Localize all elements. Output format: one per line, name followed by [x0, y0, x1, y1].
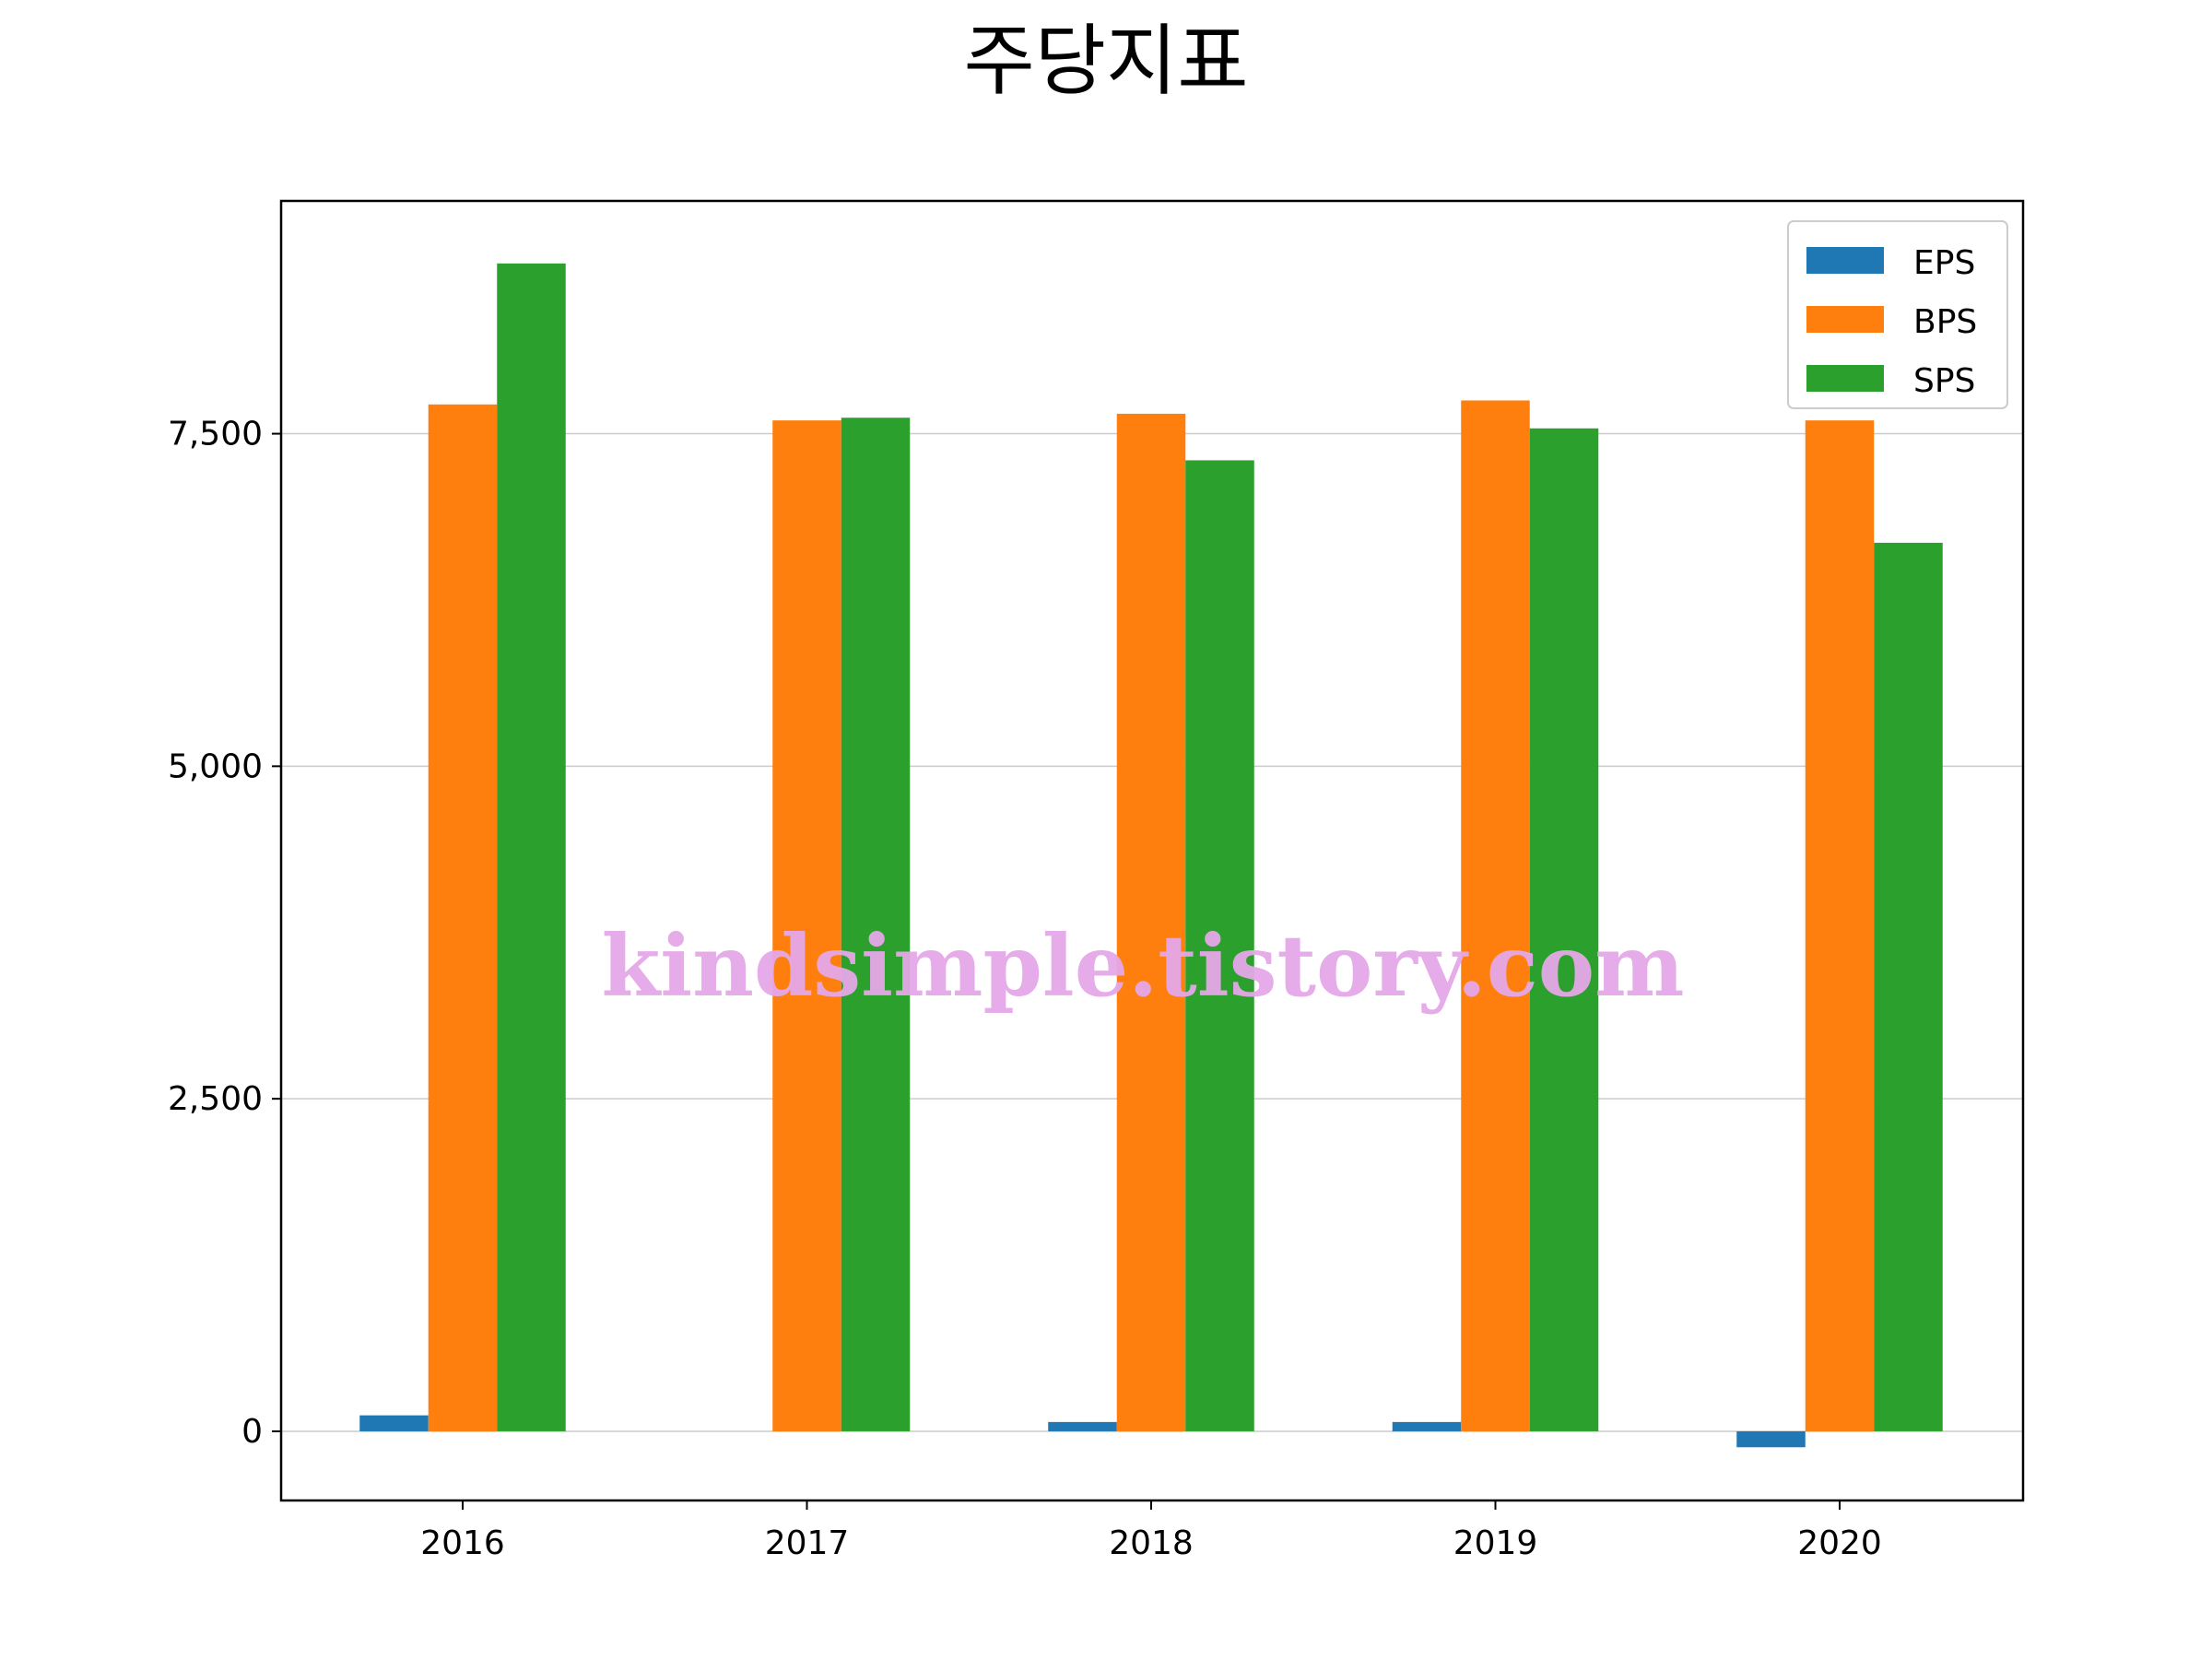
y-tick-label-5,000: 5,000 — [168, 747, 263, 785]
legend-label-BPS: BPS — [1913, 303, 1977, 341]
bar-SPS-2018 — [1185, 460, 1254, 1431]
legend-swatch-SPS — [1806, 365, 1884, 392]
legend-swatch-EPS — [1806, 247, 1884, 274]
y-tick-label-0: 0 — [241, 1413, 263, 1451]
y-tick-label-7,500: 7,500 — [168, 416, 263, 453]
x-tick-label-2016: 2016 — [420, 1524, 505, 1562]
bar-BPS-2019 — [1461, 400, 1530, 1431]
bar-SPS-2016 — [497, 263, 566, 1431]
y-tick-label-2,500: 2,500 — [168, 1080, 263, 1118]
watermark: kindsimple.tistory.com — [601, 916, 1684, 1016]
legend: EPS BPS SPS — [1787, 220, 2008, 409]
axes-layer: 0 2,500 5,000 7,500 2016 2017 2018 2019 2020 — [168, 199, 2025, 1562]
chart-title: 주당지표 — [963, 16, 1248, 106]
bar-EPS-2018 — [1048, 1421, 1117, 1431]
bar-BPS-2016 — [428, 404, 498, 1431]
bar-BPS-2017 — [772, 420, 841, 1431]
bar-SPS-2019 — [1529, 428, 1599, 1431]
x-tick-label-2019: 2019 — [1453, 1524, 1538, 1562]
bars-layer — [359, 263, 1943, 1448]
legend-swatch-BPS — [1806, 306, 1884, 333]
bar-BPS-2020 — [1805, 420, 1875, 1431]
bar-BPS-2018 — [1116, 413, 1186, 1431]
bar-EPS-2019 — [1392, 1421, 1462, 1431]
bar-EPS-2020 — [1736, 1430, 1806, 1448]
legend-label-SPS: SPS — [1913, 362, 1975, 400]
bar-SPS-2020 — [1874, 542, 1943, 1431]
bar-SPS-2017 — [841, 418, 911, 1431]
x-tick-label-2018: 2018 — [1109, 1524, 1194, 1562]
legend-label-EPS: EPS — [1913, 244, 1975, 282]
x-tick-label-2020: 2020 — [1797, 1524, 1882, 1562]
bar-EPS-2016 — [359, 1415, 429, 1431]
x-tick-label-2017: 2017 — [765, 1524, 850, 1562]
